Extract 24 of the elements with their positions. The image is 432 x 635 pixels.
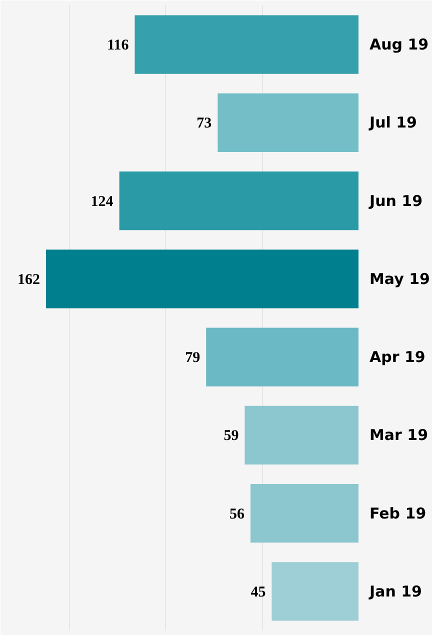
data-label: 124 bbox=[90, 194, 114, 210]
bar bbox=[272, 562, 358, 621]
data-label: 73 bbox=[196, 116, 212, 132]
y-tick-label: Jun 19 bbox=[368, 192, 423, 210]
bar bbox=[119, 172, 358, 230]
y-tick-label: Jul 19 bbox=[368, 114, 417, 132]
data-label: 56 bbox=[229, 506, 245, 522]
data-label: 162 bbox=[18, 272, 40, 288]
y-tick-label: Apr 19 bbox=[370, 348, 426, 366]
data-label: 59 bbox=[224, 428, 239, 444]
data-label: 79 bbox=[185, 350, 200, 366]
data-label: 116 bbox=[107, 38, 130, 54]
y-tick-label: Feb 19 bbox=[370, 504, 426, 522]
y-tick-label: Mar 19 bbox=[370, 426, 428, 444]
bar bbox=[206, 328, 358, 386]
bar bbox=[250, 484, 358, 543]
y-tick-label: Aug 19 bbox=[370, 36, 429, 54]
y-tick-label: May 19 bbox=[370, 270, 430, 288]
y-tick-label: Jan 19 bbox=[368, 582, 422, 600]
bar bbox=[218, 93, 358, 152]
bar bbox=[46, 250, 358, 308]
data-label: 45 bbox=[250, 584, 266, 600]
bar bbox=[244, 406, 358, 464]
bar bbox=[134, 15, 358, 74]
